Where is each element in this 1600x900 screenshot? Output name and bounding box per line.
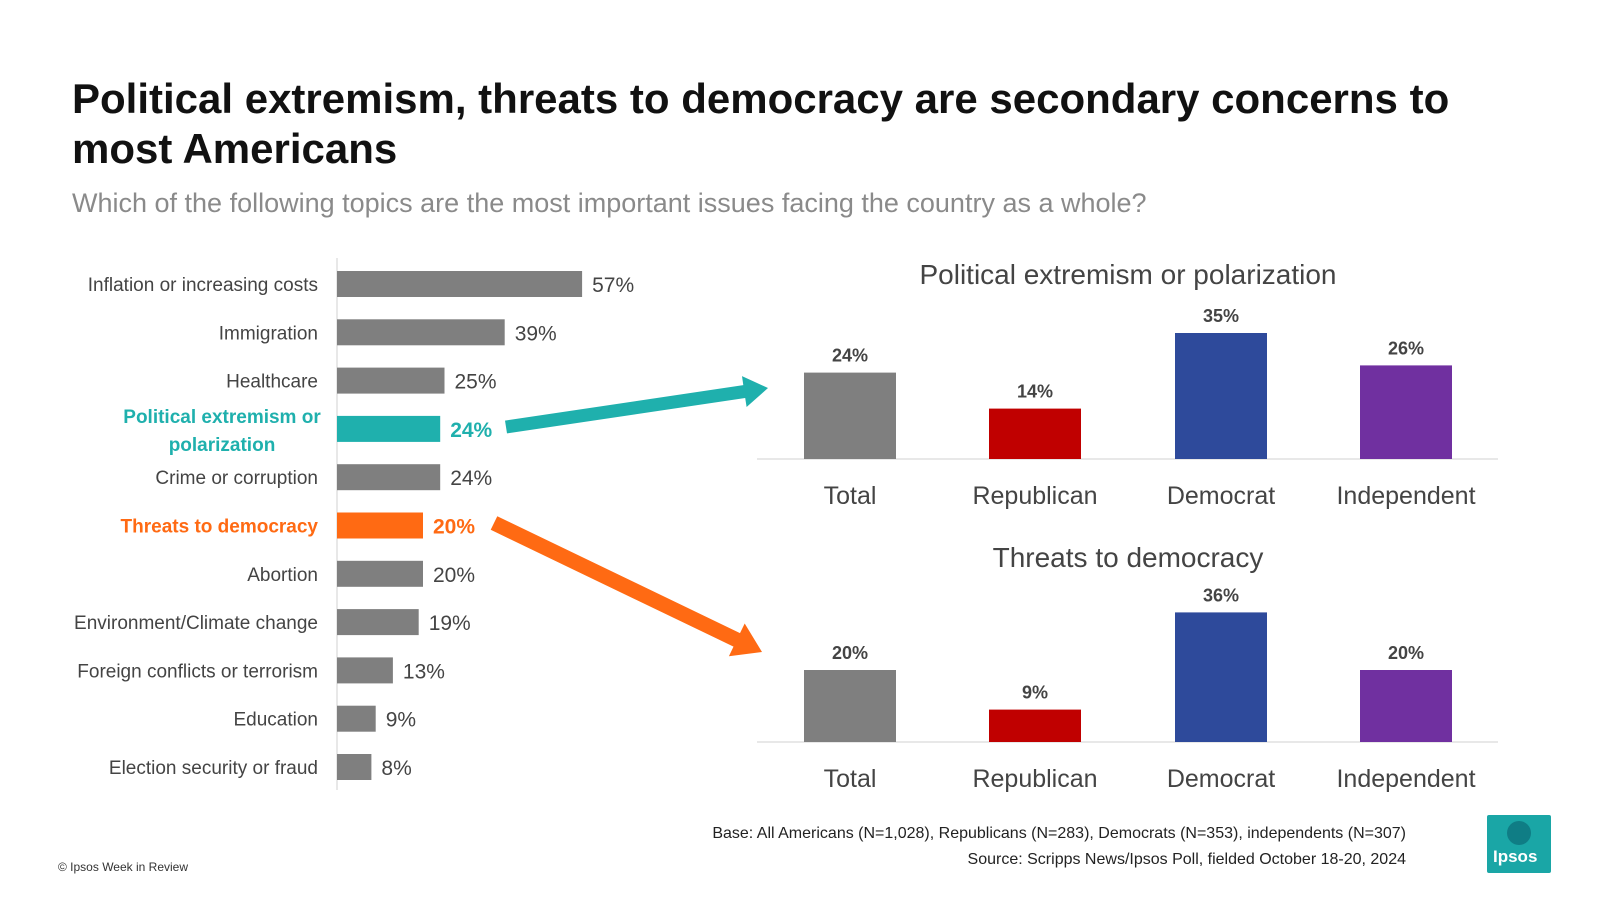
polarization-chart-value-3: 26% — [1388, 338, 1424, 358]
democracy-chart-bar-2 — [1175, 612, 1267, 742]
democracy-chart-bar-1 — [989, 709, 1081, 742]
bar-6 — [337, 560, 423, 587]
category-label-3: Political extremism or polarization — [123, 407, 321, 456]
category-label-0: Inflation or increasing costs — [88, 275, 318, 296]
polarization-chart-category-3: Independent — [1336, 482, 1475, 510]
democracy-chart-category-2: Democrat — [1167, 765, 1275, 793]
copyright-text: © Ipsos Week in Review — [58, 860, 189, 874]
value-label-8: 13% — [403, 660, 445, 683]
category-label-10: Election security or fraud — [109, 758, 318, 779]
value-label-9: 9% — [386, 709, 416, 732]
bar-7 — [337, 609, 419, 636]
bar-2 — [337, 367, 445, 394]
polarization-chart-title: Political extremism or polarization — [919, 259, 1336, 290]
value-label-0: 57% — [592, 274, 634, 297]
polarization-chart-category-2: Democrat — [1167, 482, 1275, 510]
bar-8 — [337, 657, 393, 684]
polarization-chart-category-0: Total — [824, 482, 877, 510]
polarization-chart-category-1: Republican — [972, 482, 1097, 510]
bar-9 — [337, 705, 376, 732]
value-label-2: 25% — [455, 371, 497, 394]
logo-head-icon — [1507, 821, 1531, 845]
polarization-chart-value-1: 14% — [1017, 382, 1053, 402]
value-label-5: 20% — [433, 516, 475, 539]
bar-3 — [337, 415, 441, 442]
value-label-4: 24% — [450, 467, 492, 490]
democracy-chart-category-3: Independent — [1336, 765, 1475, 793]
polarization-chart-bar-3 — [1360, 365, 1452, 459]
polarization-chart-bar-1 — [989, 408, 1081, 459]
category-label-8: Foreign conflicts or terrorism — [77, 661, 318, 682]
democracy-chart-value-0: 20% — [832, 643, 868, 663]
value-label-1: 39% — [515, 322, 557, 345]
value-label-10: 8% — [381, 757, 411, 780]
value-label-6: 20% — [433, 564, 475, 587]
category-label-4: Crime or corruption — [155, 468, 318, 489]
value-label-7: 19% — [429, 612, 471, 635]
category-label-9: Education — [233, 710, 318, 731]
democracy-chart-value-2: 36% — [1203, 585, 1239, 605]
bar-4 — [337, 464, 441, 491]
bar-0 — [337, 271, 583, 297]
category-label-6: Abortion — [247, 565, 318, 586]
bar-10 — [337, 754, 372, 780]
orange-connector-arrow — [490, 516, 762, 657]
category-label-7: Environment/Climate change — [74, 613, 318, 634]
democracy-chart-title: Threats to democracy — [993, 542, 1264, 573]
bar-5 — [337, 512, 423, 539]
polarization-chart-bar-0 — [804, 372, 896, 459]
page-title: Political extremism, threats to democrac… — [72, 75, 1450, 172]
polarization-chart-value-2: 35% — [1203, 306, 1239, 326]
democracy-chart-bar-3 — [1360, 670, 1452, 742]
democracy-chart-bar-0 — [804, 670, 896, 742]
ipsos-logo: Ipsos — [1487, 815, 1551, 873]
polarization-chart-bar-2 — [1175, 333, 1267, 459]
democracy-chart-category-1: Republican — [972, 765, 1097, 793]
democracy-chart-category-0: Total — [824, 765, 877, 793]
charts-canvas: Inflation or increasing costs 57% Immigrat… — [74, 258, 1498, 793]
value-label-3: 24% — [450, 419, 492, 442]
category-label-1: Immigration — [219, 323, 318, 344]
democracy-chart-value-1: 9% — [1022, 683, 1048, 703]
polarization-chart-value-0: 24% — [832, 346, 868, 366]
source-footnote: Source: Scripps News/Ipsos Poll, fielded… — [967, 851, 1406, 868]
base-footnote: Base: All Americans (N=1,028), Republica… — [712, 825, 1406, 842]
logo-text: Ipsos — [1493, 847, 1538, 866]
teal-connector-arrow — [505, 376, 768, 434]
democracy-chart-value-3: 20% — [1388, 643, 1424, 663]
bar-1 — [337, 319, 505, 346]
category-label-5: Threats to democracy — [121, 517, 319, 538]
category-label-2: Healthcare — [226, 372, 318, 393]
page-subtitle: Which of the following topics are the mo… — [72, 188, 1147, 218]
